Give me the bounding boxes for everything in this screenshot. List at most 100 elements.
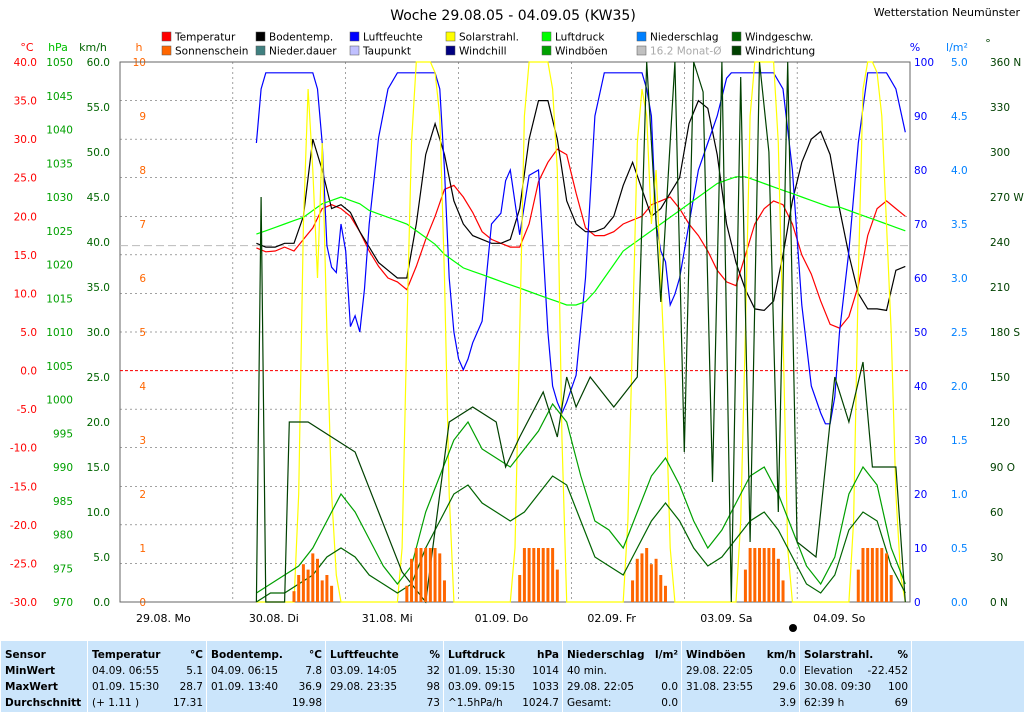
tick-hours: 8 bbox=[139, 165, 146, 177]
tick-pressure: 1005 bbox=[46, 361, 73, 373]
series-line-windrichtung bbox=[255, 61, 906, 604]
tick-rain: 5.0 bbox=[951, 57, 968, 69]
legend-swatch-pressure bbox=[541, 31, 552, 42]
stats-value: 1024.7 bbox=[522, 697, 559, 709]
tick-wind: 0.0 bbox=[93, 597, 110, 609]
stats-value: 29.6 bbox=[772, 681, 796, 693]
sunshine-bar bbox=[870, 548, 874, 602]
tick-percent: 90 bbox=[914, 111, 927, 123]
tick-percent: 80 bbox=[914, 165, 927, 177]
stats-header: Temperatur °C bbox=[92, 647, 203, 663]
tick-wind: 35.0 bbox=[87, 282, 110, 294]
plot-frame bbox=[119, 61, 911, 603]
sunshine-bar bbox=[405, 585, 409, 602]
sunshine-bar bbox=[645, 548, 649, 602]
tick-pressure: 970 bbox=[53, 597, 73, 609]
tick-rain: 4.5 bbox=[951, 111, 968, 123]
sunshine-bar bbox=[748, 548, 752, 602]
sunshine-bar bbox=[428, 548, 432, 602]
sunshine-bar bbox=[875, 548, 879, 602]
sunshine-bar bbox=[292, 591, 296, 602]
tick-pressure: 1045 bbox=[46, 91, 73, 103]
tick-temp: -15.0 bbox=[10, 481, 37, 493]
legend-swatch-solar bbox=[445, 31, 456, 42]
stats-label: Temperatur bbox=[92, 649, 161, 661]
series-line-bodentemp bbox=[256, 99, 906, 312]
sunshine-bar bbox=[640, 553, 644, 602]
tick-temp: 5.0 bbox=[20, 327, 37, 339]
stats-value: 7.8 bbox=[305, 665, 322, 677]
chart-title: Woche 29.08.05 - 04.09.05 (KW35) bbox=[390, 8, 636, 24]
stats-column: Niederschlag l/m² 40 min. 29.08. 22:05 0.0 Ge… bbox=[562, 641, 682, 712]
stats-header: Luftfeuchte% bbox=[330, 647, 440, 663]
stats-label: 62:39 h bbox=[804, 697, 845, 709]
tick-wind: 55.0 bbox=[87, 102, 110, 114]
series-line-solarstrahl bbox=[256, 61, 906, 603]
tick-temp: -30.0 bbox=[10, 597, 37, 609]
stats-value: l/m² bbox=[655, 649, 678, 661]
tick-direction: 300 bbox=[990, 147, 1010, 159]
stats-header: Bodentemp. °C bbox=[211, 647, 322, 663]
series-line-luftdruck bbox=[256, 176, 906, 306]
stats-row: Durchschnitt bbox=[5, 695, 84, 711]
day-label: 03.09. Sa bbox=[700, 612, 752, 625]
legend-label-temperature: Temperatur bbox=[174, 32, 236, 44]
stats-value: 5.1 bbox=[186, 665, 203, 677]
tick-temp: -5.0 bbox=[17, 404, 38, 416]
stats-row: 19.98 bbox=[211, 695, 322, 711]
stats-label: 31.08. 23:55 bbox=[686, 681, 753, 693]
sunshine-bar bbox=[532, 548, 536, 602]
stats-label: 29.08. 23:35 bbox=[330, 681, 397, 693]
stats-column: Luftfeuchte% 03.09. 14:05 32 29.08. 23:35 98… bbox=[325, 641, 444, 712]
sunshine-bar bbox=[442, 580, 446, 602]
stats-value: 100 bbox=[887, 681, 908, 693]
tick-direction: 120 bbox=[990, 417, 1010, 429]
stats-label: 01.09. 15:30 bbox=[92, 681, 159, 693]
stats-label: Niederschlag bbox=[567, 649, 645, 661]
day-label: 31.08. Mi bbox=[362, 612, 413, 625]
tick-wind: 40.0 bbox=[87, 237, 110, 249]
sunshine-bar bbox=[663, 585, 667, 602]
stats-row: 03.09. 14:05 32 bbox=[330, 663, 440, 679]
stats-column: Solarstrahl.% Elevation -22.452 30.08. 09:3… bbox=[799, 641, 912, 712]
stats-row: 01.09. 15:30 1014 bbox=[448, 663, 559, 679]
legend-label-winddir: Windrichtung bbox=[745, 46, 815, 58]
day-label: 04.09. So bbox=[813, 612, 865, 625]
stats-column: Luftdruck hPa 01.09. 15:30 1014 03.09. 09:15… bbox=[443, 641, 563, 712]
stats-value: 32 bbox=[426, 665, 440, 677]
tick-hours: 2 bbox=[139, 489, 146, 501]
sunshine-bar bbox=[414, 548, 418, 602]
legend-swatch-rain bbox=[636, 31, 647, 42]
stats-label: 04.09. 06:55 bbox=[92, 665, 159, 677]
stats-label: Elevation bbox=[804, 665, 853, 677]
tick-direction: 180 S bbox=[990, 327, 1020, 339]
stats-label: (+ 1.11 ) bbox=[92, 697, 140, 709]
sunshine-bar bbox=[781, 580, 785, 602]
grid bbox=[119, 61, 911, 603]
x-axis-labels: 29.08. Mo 30.08. Di 31.08. Mi 01.09. Do 02.0… bbox=[136, 612, 866, 625]
stats-label: Luftdruck bbox=[448, 649, 506, 661]
tick-temp: 30.0 bbox=[14, 134, 37, 146]
tick-wind: 45.0 bbox=[87, 192, 110, 204]
sunshine-bar bbox=[889, 575, 893, 602]
tick-pressure: 980 bbox=[53, 530, 73, 542]
stats-label: 04.09. 06:15 bbox=[211, 665, 278, 677]
tick-pressure: 1010 bbox=[46, 327, 73, 339]
unit-direction: ° bbox=[985, 37, 991, 50]
unit-hours: h bbox=[136, 41, 143, 54]
tick-direction: 0 N bbox=[990, 597, 1008, 609]
stats-row: 01.09. 13:40 36.9 bbox=[211, 679, 322, 695]
stats-label: Luftfeuchte bbox=[330, 649, 399, 661]
stats-value: °C bbox=[309, 649, 322, 661]
sunshine-bar bbox=[762, 548, 766, 602]
sunshine-bar bbox=[410, 558, 414, 602]
stats-header: Luftdruck hPa bbox=[448, 647, 559, 663]
stats-row: 04.09. 06:55 5.1 bbox=[92, 663, 203, 679]
stats-row: 29.08. 23:35 98 bbox=[330, 679, 440, 695]
unit-percent: % bbox=[910, 41, 920, 54]
stats-label: 29.08. 22:05 bbox=[567, 681, 634, 693]
stats-label: 01.09. 15:30 bbox=[448, 665, 515, 677]
sunshine-bar bbox=[438, 553, 442, 602]
tick-percent: 50 bbox=[914, 327, 927, 339]
stats-row: 40 min. bbox=[567, 663, 678, 679]
